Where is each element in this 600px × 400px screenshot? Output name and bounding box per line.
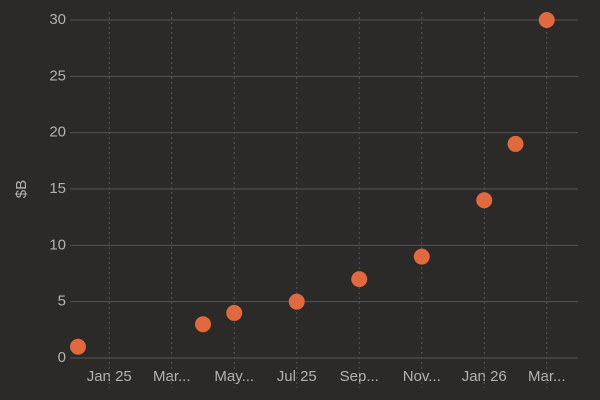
- point: [195, 316, 211, 333]
- point: [226, 304, 243, 321]
- y-tick-label: 15: [49, 180, 66, 197]
- y-tick-label: 10: [49, 236, 66, 253]
- point: [507, 135, 524, 152]
- y-tick-label: 5: [58, 293, 66, 310]
- point: [288, 293, 305, 310]
- x-tick-label: Mar...: [528, 368, 566, 385]
- x-tick-label: Mar...: [153, 368, 191, 385]
- y-axis-label: $B: [13, 180, 30, 198]
- y-tick-label: 20: [49, 124, 66, 141]
- point: [70, 338, 86, 355]
- point: [538, 12, 555, 28]
- point: [413, 248, 430, 265]
- y-tick-label: 0: [58, 349, 66, 366]
- point: [476, 192, 493, 209]
- x-tick-label: Jul 25: [277, 368, 317, 385]
- x-tick-label: Jan 26: [462, 368, 507, 385]
- x-tick-label: Nov...: [403, 368, 441, 385]
- x-tick-label: Jan 25: [87, 368, 132, 385]
- y-tick-label: 25: [49, 67, 66, 84]
- y-tick-label: 30: [49, 11, 66, 28]
- point: [351, 271, 368, 288]
- x-tick-label: May...: [214, 368, 254, 385]
- x-tick-label: Sep...: [340, 368, 379, 385]
